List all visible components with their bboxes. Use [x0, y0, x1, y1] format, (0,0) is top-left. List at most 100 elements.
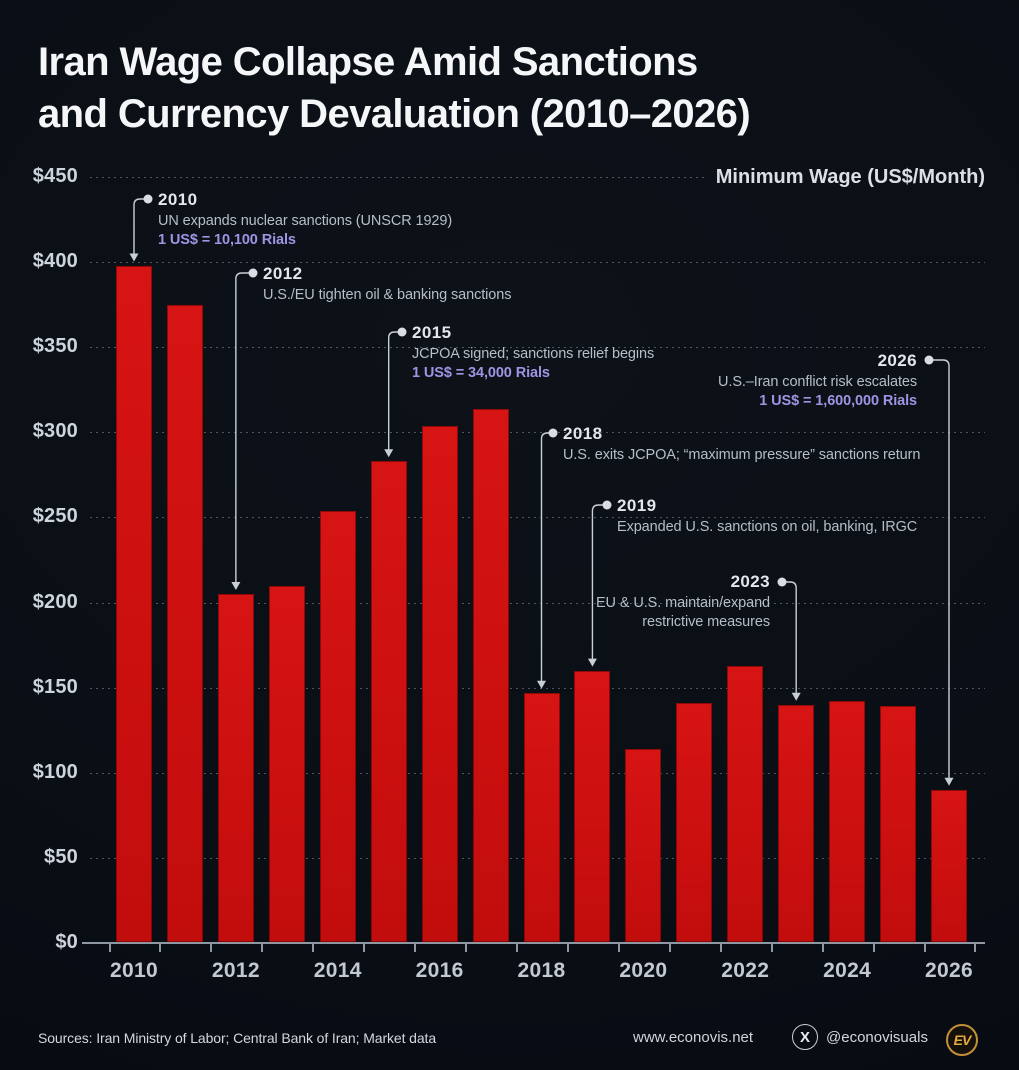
x-axis-tick: [363, 944, 366, 952]
annotation-year-2026: 2026: [877, 351, 917, 370]
annotation-text-2010-0: UN expands nuclear sanctions (UNSCR 1929…: [158, 213, 453, 229]
arrowhead-icon-2026: [944, 777, 954, 786]
x-tick-label-2026: 2026: [925, 959, 973, 982]
x-tick-label-2012: 2012: [211, 959, 260, 982]
x-handle: @econovisuals: [826, 1028, 928, 1046]
annotation-2023: 2023 EU & U.S. maintain/expand restrictive…: [596, 572, 770, 632]
connector-line-2010: [133, 198, 148, 255]
annotation-year-2015: 2015: [412, 323, 452, 342]
annotation-exchange-rate-2015: 1 US$ = 34,000 Rials: [412, 365, 550, 381]
arrowhead-icon-2023: [791, 692, 801, 701]
annotation-2019: 2019 Expanded U.S. sanctions on oil, bank…: [617, 496, 917, 537]
dot-icon-2012: [248, 268, 258, 278]
arrowhead-icon-2012: [231, 582, 241, 591]
x-axis-tick: [821, 944, 824, 952]
annotation-year-2019: 2019: [617, 496, 657, 515]
dot-icon-2015: [397, 327, 407, 337]
bar-2010: [116, 265, 152, 942]
x-tick-label-2014: 2014: [313, 959, 362, 982]
x-tick-label-2024: 2024: [823, 959, 872, 982]
title-line-2: and Currency Devaluation (2010–2026): [38, 92, 751, 136]
dot-icon-2010: [143, 194, 153, 204]
annotation-exchange-rate-2010: 1 US$ = 10,100 Rials: [158, 232, 296, 248]
y-tick-label: $450: [32, 165, 78, 187]
dot-icon-2019: [602, 500, 612, 510]
bar-2018: [523, 692, 560, 942]
x-axis-line: [82, 942, 985, 944]
x-axis-tick: [108, 944, 111, 952]
x-axis-tick: [923, 944, 926, 952]
x-axis-tick: [414, 944, 417, 952]
connector-line-2018: [540, 432, 553, 682]
bar-2024: [829, 701, 866, 942]
x-axis-tick: [516, 944, 519, 952]
arrowhead-icon-2010: [129, 253, 139, 262]
bar-2013: [268, 585, 305, 942]
annotation-text-2018-0: U.S. exits JCPOA; “maximum pressure” san…: [563, 447, 921, 463]
x-tick-label-2010: 2010: [110, 959, 158, 982]
bar-2019: [574, 670, 611, 942]
dot-icon-2026: [924, 355, 934, 365]
gridline-400: [90, 262, 985, 264]
annotation-2012: 2012 U.S./EU tighten oil & banking sancti…: [263, 264, 511, 305]
y-tick-label: $400: [32, 250, 78, 273]
annotation-2026: 2026 U.S.–Iran conflict risk escalates 1 U…: [718, 351, 917, 411]
x-axis-tick: [617, 944, 620, 952]
bar-2017: [472, 408, 509, 942]
arrowhead-icon-2019: [587, 658, 597, 667]
x-axis-tick: [974, 944, 977, 952]
website-url: www.econovis.net: [633, 1029, 754, 1046]
annotation-text-2026-0: U.S.–Iran conflict risk escalates: [718, 374, 917, 390]
gridline-250: [90, 517, 985, 519]
bar-2026: [931, 789, 967, 942]
connector-line-2026: [929, 359, 950, 779]
annotation-year-2023: 2023: [730, 572, 770, 591]
y-tick-label: $300: [32, 420, 78, 443]
x-axis-tick: [261, 944, 264, 952]
y-tick-label: $200: [32, 590, 78, 613]
gridline-200: [90, 602, 985, 604]
bar-2016: [421, 425, 458, 942]
y-tick-label: $100: [32, 760, 78, 783]
x-axis-tick: [668, 944, 671, 952]
bar-2025: [880, 706, 917, 942]
annotation-2010: 2010 UN expands nuclear sanctions (UNSCR …: [158, 190, 452, 250]
annotation-year-2010: 2010: [158, 190, 198, 209]
bar-2011: [166, 304, 203, 942]
y-tick-label: $0: [55, 931, 78, 953]
bar-2020: [625, 748, 662, 942]
bar-2023: [778, 704, 815, 942]
arrowhead-icon-2015: [384, 449, 394, 458]
x-axis-tick: [872, 944, 875, 952]
annotation-text-2015-0: JCPOA signed; sanctions relief begins: [412, 346, 655, 362]
y-axis-unit-label: Minimum Wage (US$/Month): [715, 166, 985, 188]
x-tick-label-2022: 2022: [721, 959, 770, 982]
y-tick-label: $150: [32, 675, 78, 698]
y-tick-label: $250: [32, 505, 78, 528]
x-axis-tick: [465, 944, 468, 952]
x-axis-tick: [566, 944, 569, 952]
bar-2014: [319, 510, 356, 942]
connector-line-2012: [235, 272, 253, 584]
sources-note: Sources: Iran Ministry of Labor; Central…: [38, 1030, 437, 1046]
x-tick-label-2016: 2016: [415, 959, 464, 982]
connector-line-2023: [782, 581, 797, 694]
annotation-exchange-rate-2026: 1 US$ = 1,600,000 Rials: [759, 393, 917, 409]
bar-2022: [727, 665, 764, 942]
annotation-text-2023-0: EU & U.S. maintain/expand: [595, 595, 770, 611]
y-tick-label: $350: [32, 335, 78, 358]
bar-2012: [217, 594, 254, 942]
annotation-year-2012: 2012: [263, 264, 303, 283]
annotation-text-2023-1: restrictive measures: [642, 614, 770, 630]
gridline-350: [90, 347, 985, 349]
bar-2015: [370, 461, 407, 942]
x-axis-tick: [159, 944, 162, 952]
x-tick-label-2020: 2020: [619, 959, 668, 982]
bar-2021: [676, 702, 713, 942]
x-axis-tick: [210, 944, 213, 952]
page-title: Iran Wage Collapse Amid Sanctions and Cur…: [38, 36, 751, 140]
annotation-2015: 2015 JCPOA signed; sanctions relief begin…: [412, 323, 654, 383]
title-line-1: Iran Wage Collapse Amid Sanctions: [38, 40, 698, 84]
econovisuals-logo-icon: EV: [946, 1024, 978, 1056]
